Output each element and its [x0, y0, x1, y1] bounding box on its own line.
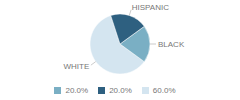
svg-text:BLACK: BLACK — [158, 40, 185, 49]
svg-text:HISPANIC: HISPANIC — [132, 3, 169, 12]
html-text:20.0%: 20.0% — [65, 86, 89, 95]
html-text:60.0%: 60.0% — [152, 86, 176, 95]
svg-text:WHITE: WHITE — [63, 62, 89, 71]
html-text:20.0%: 20.0% — [109, 86, 132, 95]
